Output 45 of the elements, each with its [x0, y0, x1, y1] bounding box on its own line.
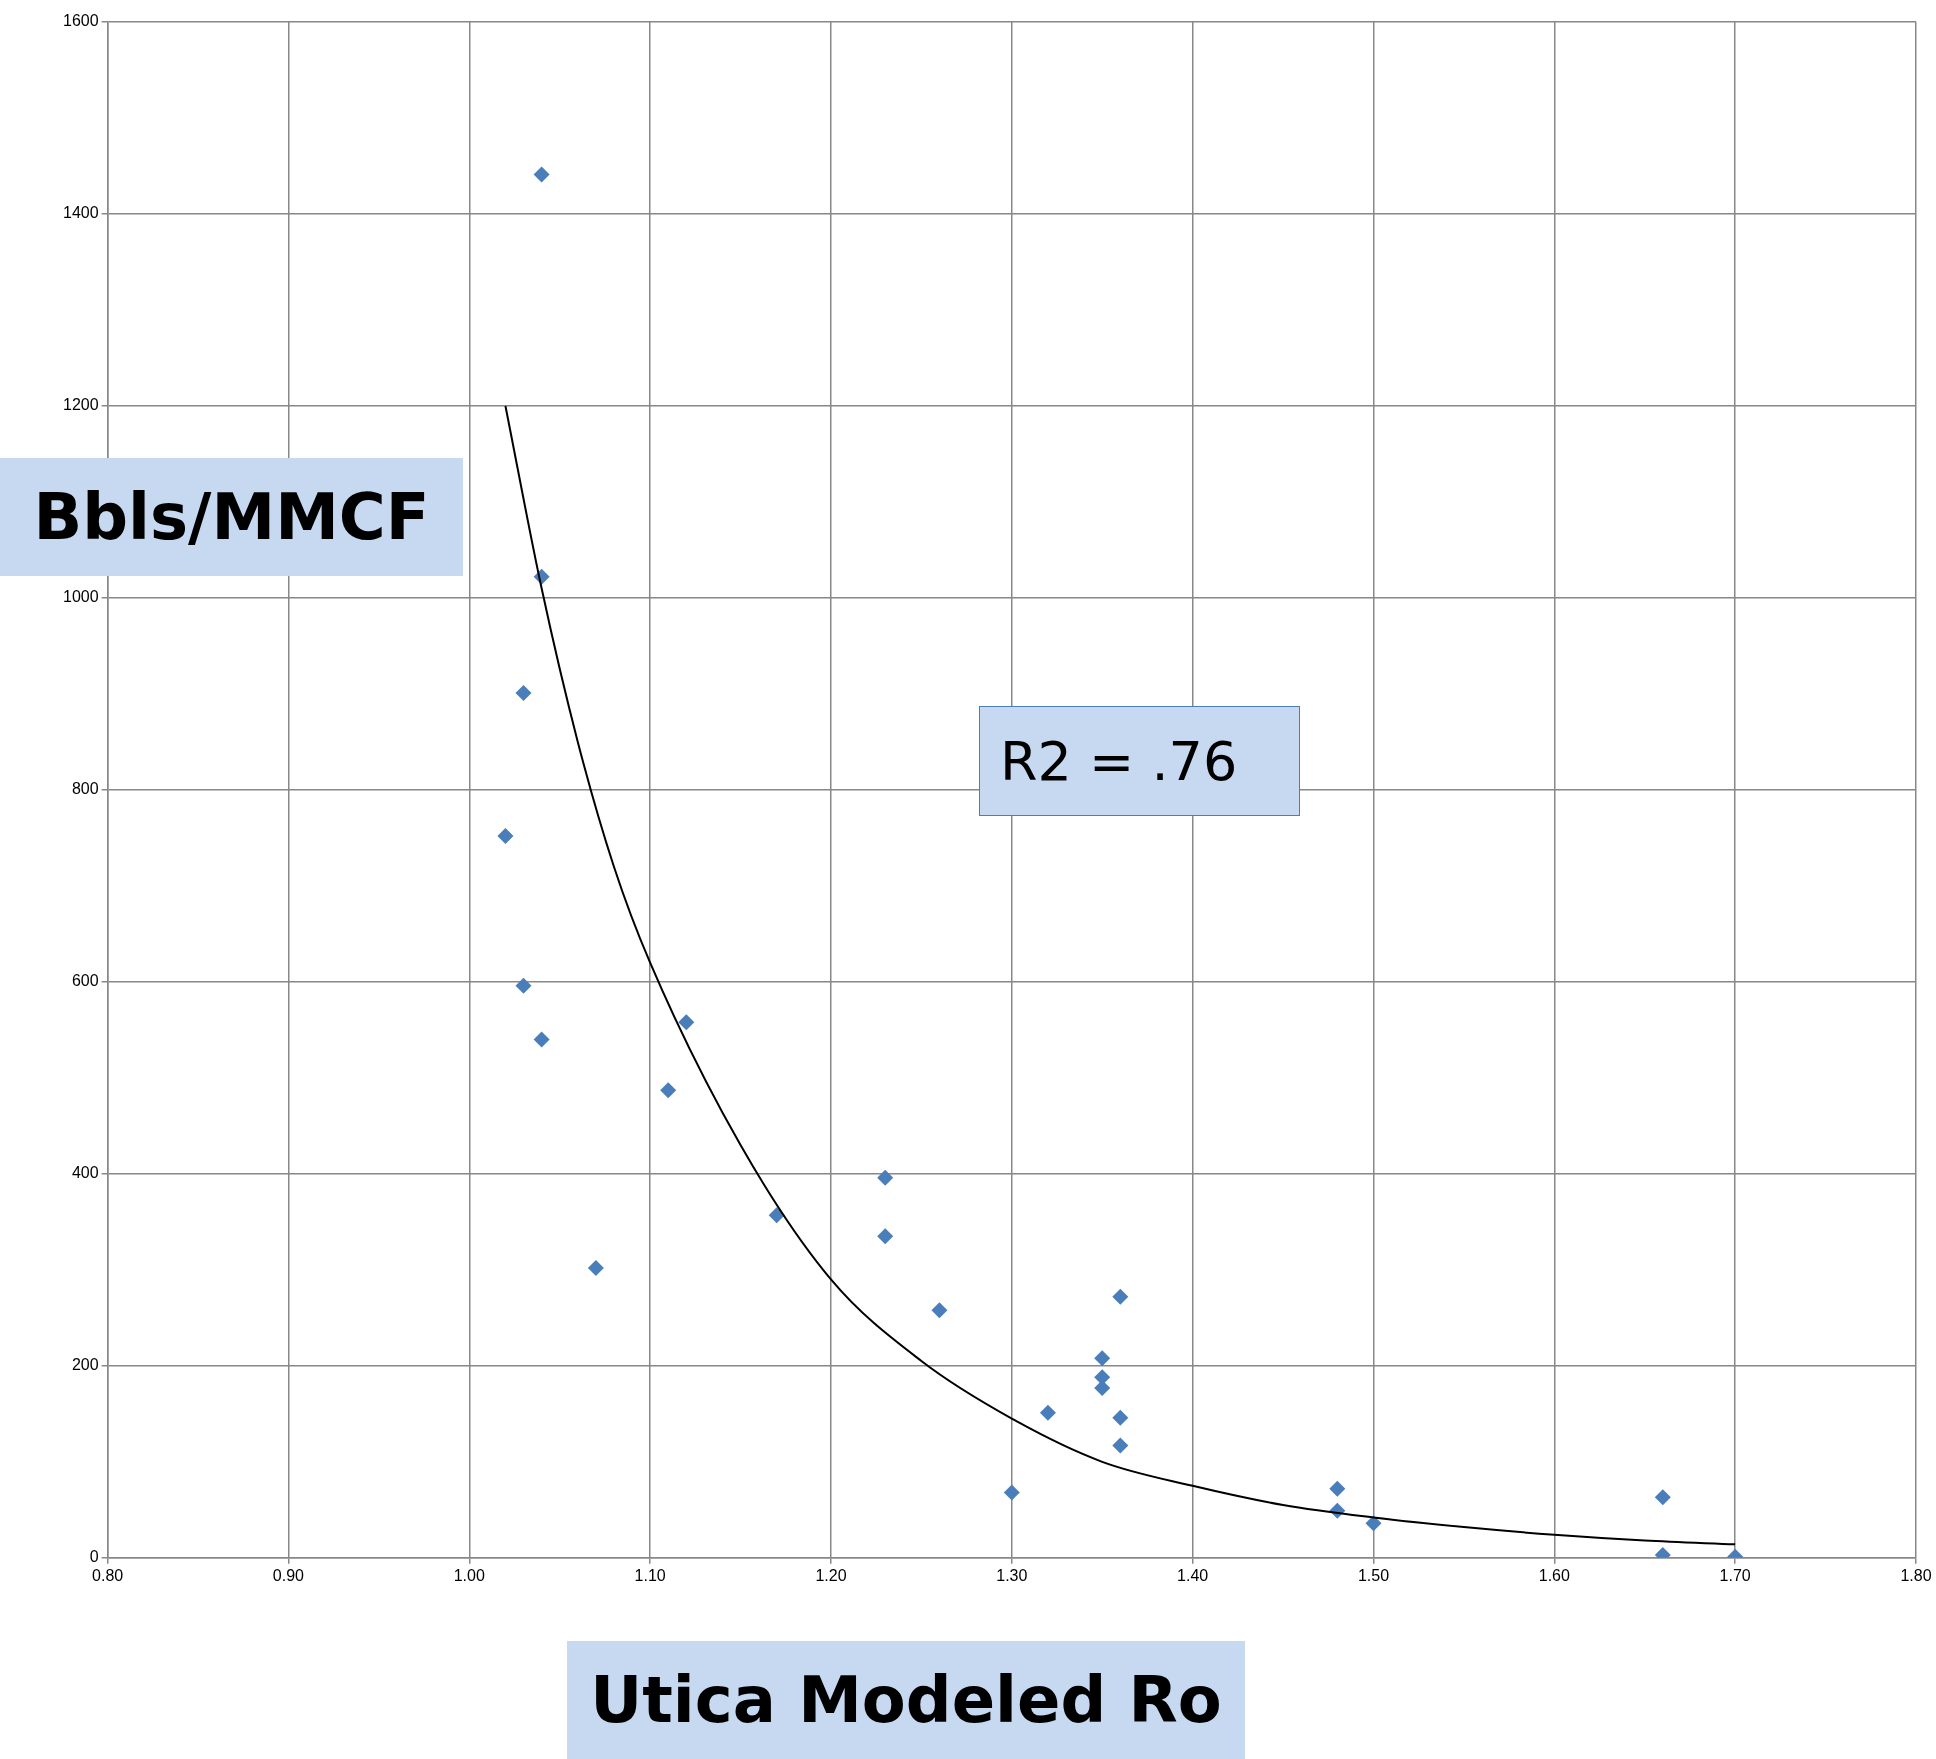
x-tick-label: 0.90	[272, 1566, 305, 1584]
x-tick-label: 1.80	[1900, 1566, 1932, 1584]
x-tick-label: 1.10	[634, 1566, 666, 1584]
point	[533, 1031, 550, 1048]
point	[1003, 1484, 1020, 1501]
point	[533, 166, 550, 183]
y-tick-label: 1400	[63, 204, 99, 222]
point	[877, 1228, 894, 1245]
x-tick-label: 1.00	[453, 1566, 485, 1584]
point	[1094, 1350, 1111, 1367]
point	[931, 1302, 948, 1319]
point	[1039, 1404, 1056, 1421]
point	[1329, 1480, 1346, 1497]
point	[497, 827, 514, 844]
point	[1112, 1437, 1129, 1454]
y-tick-label: 400	[71, 1164, 99, 1182]
y-tick-label: 800	[71, 780, 99, 798]
point	[1365, 1515, 1382, 1532]
y-tick-label: 1000	[63, 588, 99, 606]
x-tick-label: 0.80	[92, 1566, 124, 1584]
point	[515, 977, 532, 994]
y-tick-label: 600	[71, 972, 99, 990]
x-axis-title: Utica Modeled Ro	[567, 1641, 1245, 1759]
point	[660, 1082, 677, 1099]
x-tick-label: 1.70	[1719, 1566, 1751, 1584]
point	[1654, 1489, 1671, 1506]
point	[678, 1014, 695, 1031]
annotation: R2 = .76	[979, 706, 1300, 816]
y-tick-label: 200	[71, 1356, 99, 1374]
x-tick-label: 1.60	[1538, 1566, 1570, 1584]
line-series	[504, 404, 1737, 1546]
point	[515, 684, 532, 701]
x-tick-label: 1.30	[996, 1566, 1028, 1584]
x-tick-label: 1.50	[1357, 1566, 1390, 1584]
point	[877, 1169, 894, 1186]
point	[768, 1207, 785, 1224]
y-axis-title: Bbls/MMCF	[0, 458, 463, 576]
x-tick-label: 1.20	[815, 1566, 847, 1584]
point	[587, 1259, 604, 1276]
y-tick-label: 1600	[63, 12, 99, 30]
y-tick-label: 0	[89, 1548, 99, 1566]
point	[1112, 1288, 1129, 1305]
y-tick-label: 1200	[63, 396, 99, 414]
x-tick-label: 1.40	[1177, 1566, 1209, 1584]
point	[1112, 1409, 1129, 1426]
